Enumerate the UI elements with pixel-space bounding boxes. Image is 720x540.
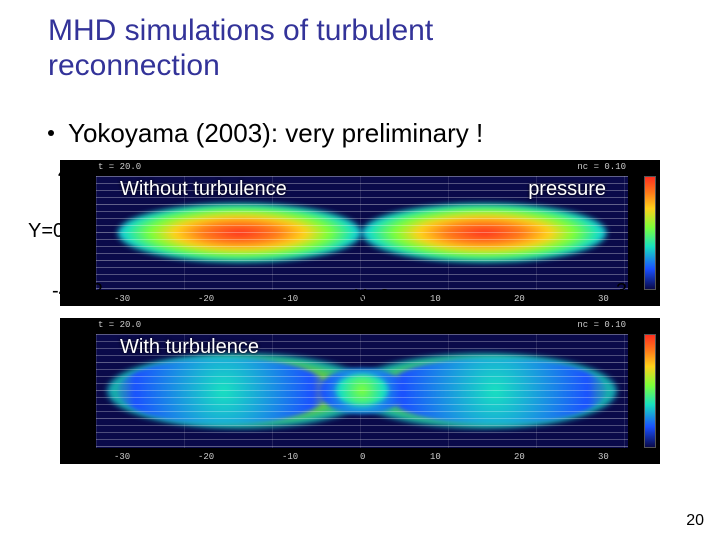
time-label-a: t = 20.0 (98, 162, 141, 172)
time-label-b: t = 20.0 (98, 320, 141, 330)
y-center-label: Y=0 (28, 220, 64, 243)
plot-without-turbulence: t = 20.0 nc = 0.10 -30 -20 -10 0 10 20 3… (60, 160, 660, 306)
streamlines-a (96, 176, 628, 290)
xtick: 20 (514, 294, 525, 304)
xtick: -20 (198, 452, 214, 462)
xtick: -20 (198, 294, 214, 304)
nc-label-b: nc = 0.10 (577, 320, 626, 330)
streamlines-b (96, 334, 628, 448)
y-top-label: 4 (58, 162, 69, 185)
slide-title: MHD simulations of turbulent reconnectio… (48, 14, 433, 83)
colorbar-a (644, 176, 656, 290)
xtick: -30 (114, 452, 130, 462)
plot-with-turbulence: t = 20.0 nc = 0.10 -30 -20 -10 0 10 20 3… (60, 318, 660, 464)
y-bottom-label: -4 (52, 280, 70, 303)
xtick: 20 (514, 452, 525, 462)
plot-b-field (96, 334, 628, 448)
nc-label-a: nc = 0.10 (577, 162, 626, 172)
xtick: 10 (430, 294, 441, 304)
slide-number: 20 (686, 512, 704, 530)
xtick: 30 (598, 452, 609, 462)
xtick: 0 (360, 452, 365, 462)
x-center-label: X=0 (354, 286, 390, 309)
xtick: -10 (282, 452, 298, 462)
colorbar-b (644, 334, 656, 448)
title-line-2: reconnection (48, 49, 220, 82)
bullet-dot-icon (48, 130, 54, 136)
bullet-text: Yokoyama (2003): very preliminary ! (68, 118, 483, 148)
xtick: 10 (430, 452, 441, 462)
xtick: -10 (282, 294, 298, 304)
plot-a-field (96, 176, 628, 290)
xtick: -30 (114, 294, 130, 304)
xtick: 30 (598, 294, 609, 304)
bullet-item: Yokoyama (2003): very preliminary ! (48, 118, 483, 149)
title-line-1: MHD simulations of turbulent (48, 14, 433, 47)
x-left-label: -32 (74, 280, 103, 303)
x-right-label: 32 (616, 280, 638, 303)
plots-container: t = 20.0 nc = 0.10 -30 -20 -10 0 10 20 3… (60, 160, 660, 476)
